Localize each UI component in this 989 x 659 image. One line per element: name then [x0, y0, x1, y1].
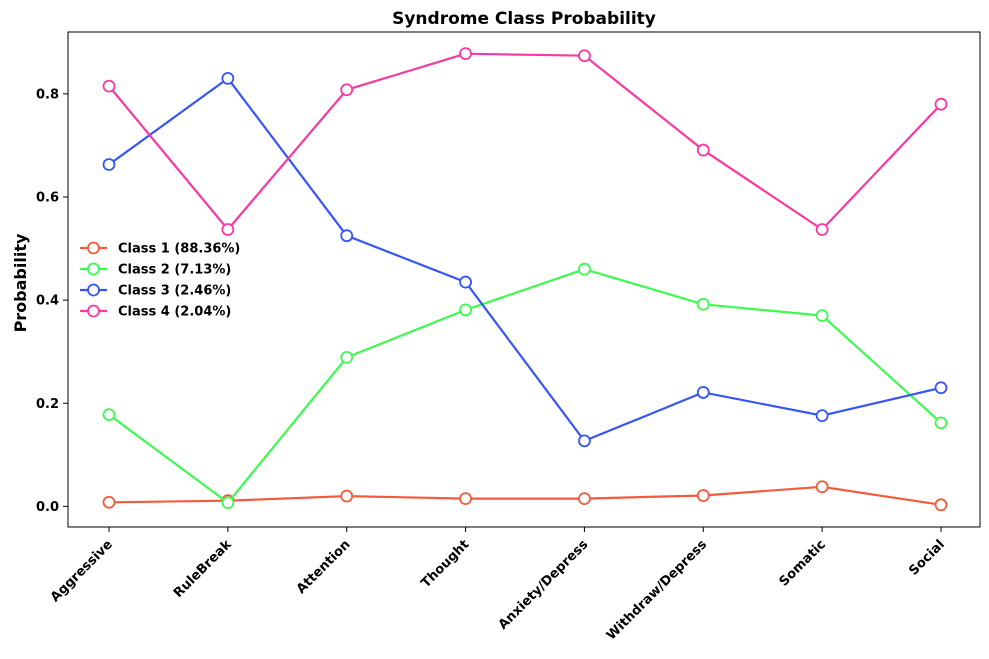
x-tick-label: Anxiety/Depress [496, 537, 592, 633]
data-point-class-2 [221, 496, 235, 510]
legend-label: Class 1 (88.36%) [118, 242, 240, 257]
data-point-class-4 [696, 143, 710, 157]
legend-label: Class 2 (7.13%) [118, 263, 231, 278]
data-point-class-2 [934, 416, 948, 430]
data-point-class-4 [459, 47, 472, 61]
data-point-class-2 [340, 350, 354, 364]
data-point-class-1 [578, 492, 591, 506]
series-line-class-1 [108, 485, 942, 506]
data-point-class-2 [696, 297, 710, 311]
data-point-class-4 [815, 223, 829, 236]
data-point-class-3 [340, 229, 354, 243]
plot-area: 0.0 0.2 0.4 0.6 0.8 Aggressive RuleBreak Attent… [36, 31, 981, 643]
legend-marker [87, 304, 100, 318]
data-point-class-3 [459, 275, 472, 289]
x-tick-label: Aggressive [48, 537, 116, 605]
legend-label: Class 3 (2.46%) [118, 284, 231, 299]
data-point-class-2 [578, 262, 591, 276]
x-tick-label: Social [906, 537, 947, 578]
data-point-class-3 [696, 386, 710, 399]
data-point-class-3 [578, 434, 591, 448]
legend-item-class-2: Class 2 (7.13%) [80, 263, 231, 278]
data-point-class-1 [102, 495, 116, 509]
legend-item-class-3: Class 3 (2.46%) [80, 284, 231, 299]
y-axis-label: Probability [11, 233, 30, 332]
series-line-class-4 [108, 52, 942, 231]
y-tick-label: 0.4 [36, 294, 59, 309]
x-tick-label: Somatic [777, 537, 829, 589]
data-point-class-3 [815, 409, 829, 423]
data-point-class-2 [815, 309, 829, 322]
series-line-class-3 [108, 77, 942, 442]
data-point-class-1 [696, 489, 710, 502]
legend-item-class-1: Class 1 (88.36%) [80, 242, 240, 257]
data-point-class-4 [578, 49, 591, 63]
data-point-class-1 [934, 498, 948, 512]
x-tick-label: Thought [419, 537, 473, 591]
data-point-class-1 [815, 480, 829, 494]
data-point-class-2 [459, 303, 472, 317]
series-line-class-2 [108, 268, 942, 504]
y-tick-label: 0.8 [36, 87, 59, 102]
legend-label: Class 4 (2.04%) [118, 305, 231, 320]
x-tick-label: Attention [294, 537, 354, 597]
data-point-class-1 [459, 492, 472, 506]
data-point-class-3 [221, 72, 235, 85]
data-point-class-3 [102, 158, 116, 171]
x-tick-label: RuleBreak [171, 537, 235, 601]
data-point-class-4 [934, 97, 948, 111]
plot-frame [67, 31, 981, 528]
legend: Class 1 (88.36%) Class 2 (7.13%) Class 3 (… [80, 242, 240, 320]
data-point-class-4 [102, 79, 116, 93]
legend-marker [87, 262, 100, 276]
legend-marker [87, 241, 100, 255]
legend-item-class-4: Class 4 (2.04%) [80, 305, 231, 320]
legend-marker [87, 283, 100, 297]
data-point-class-4 [221, 223, 235, 236]
data-point-class-1 [340, 489, 354, 503]
chart-title: Syndrome Class Probability [392, 9, 656, 29]
data-point-class-3 [934, 381, 948, 395]
data-point-class-4 [340, 83, 354, 97]
y-tick-label: 0.6 [36, 191, 59, 206]
y-tick-label: 0.2 [36, 397, 59, 412]
x-tick-label: Withdraw/Depress [604, 537, 710, 643]
y-tick-label: 0.0 [36, 500, 59, 515]
data-point-class-2 [102, 408, 116, 421]
